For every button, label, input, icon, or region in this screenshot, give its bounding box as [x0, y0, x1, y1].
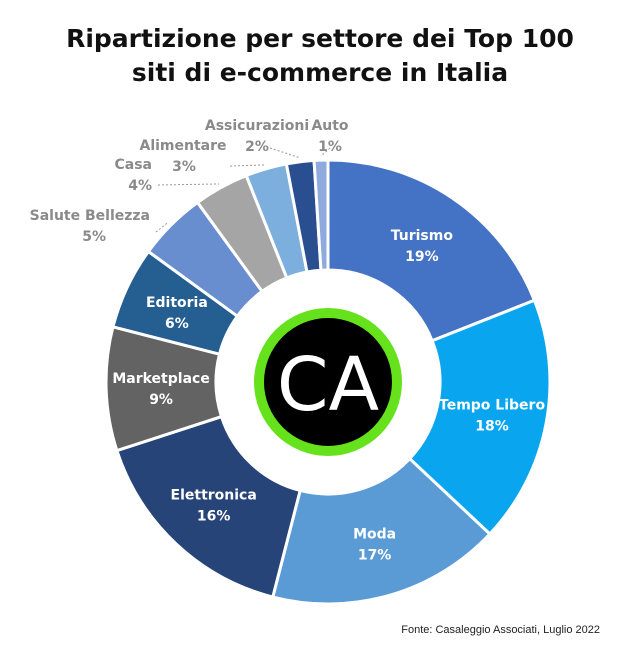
slices-group: [104, 158, 552, 606]
label-elettronica: Elettronica: [171, 488, 257, 504]
value-editoria: 6%: [165, 316, 189, 332]
slice-turismo: [326, 158, 537, 343]
leader-alimentare: [229, 164, 265, 167]
slice-auto: [312, 158, 330, 272]
labels-group: Turismo 19% Tempo Libero 18% Moda 17% Elettron…: [30, 118, 546, 563]
leader-casa: [157, 183, 220, 186]
logo-disc: [264, 318, 392, 446]
label-moda: Moda: [353, 526, 396, 542]
source-note: Fonte: Casaleggio Associati, Luglio 2022: [401, 624, 600, 636]
value-tempo-libero: 18%: [475, 418, 509, 434]
label-marketplace: Marketplace: [112, 371, 209, 387]
value-turismo: 19%: [405, 249, 439, 265]
slice-moda: [270, 456, 492, 606]
logo-text: CA: [277, 342, 380, 428]
label-editoria: Editoria: [146, 295, 208, 311]
label-turismo: Turismo: [391, 228, 454, 244]
value-auto: 1%: [318, 139, 342, 155]
label-salute-bellezza: Salute Bellezza: [30, 208, 150, 224]
slice-tempo-libero: [407, 298, 552, 537]
label-auto: Auto: [311, 118, 348, 134]
value-alimentare: 3%: [172, 159, 196, 175]
label-assicurazioni: Assicurazioni: [205, 118, 309, 134]
value-marketplace: 9%: [149, 392, 173, 408]
leader-salute-bellezza: [155, 221, 169, 233]
value-salute-bellezza: 5%: [82, 229, 106, 245]
logo: CA: [254, 308, 402, 456]
leader-lines-group: [155, 147, 331, 233]
value-casa: 4%: [128, 178, 152, 194]
title-line-1: Ripartizione per settore dei Top 100: [66, 24, 574, 53]
slice-elettronica: [114, 414, 302, 599]
title-line-2: siti di e-commerce in Italia: [131, 58, 509, 87]
value-elettronica: 16%: [197, 509, 231, 525]
label-alimentare: Alimentare: [139, 138, 226, 154]
value-assicurazioni: 2%: [245, 139, 269, 155]
chart-title: Ripartizione per settore dei Top 100 sit…: [0, 22, 640, 90]
label-casa: Casa: [114, 157, 152, 173]
value-moda: 17%: [358, 547, 392, 563]
label-tempo-libero: Tempo Libero: [439, 397, 545, 413]
leader-assicurazioni: [269, 147, 300, 159]
